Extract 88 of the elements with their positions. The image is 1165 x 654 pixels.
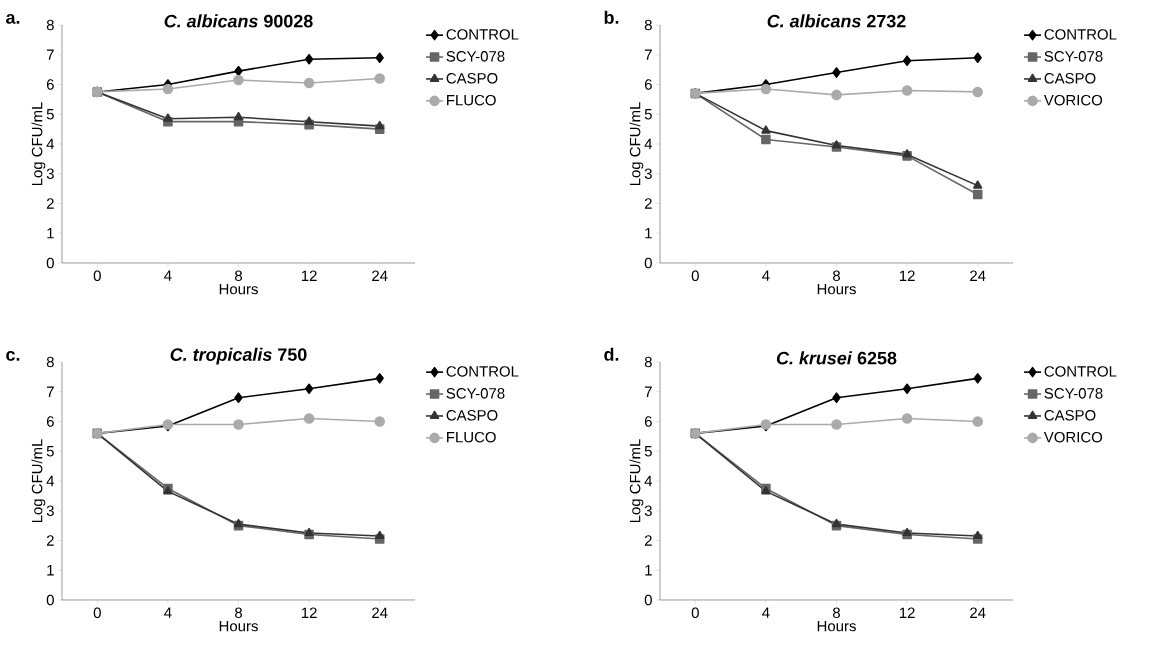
legend-label: SCY-078 [1044, 51, 1103, 62]
y-tick-label: 5 [644, 446, 652, 457]
chart-title: C. albicans 2732 [767, 14, 906, 28]
y-tick-label: 6 [46, 416, 54, 427]
y-tick-label: 0 [644, 594, 652, 606]
x-tick-label: 12 [301, 607, 317, 618]
text: d. [604, 347, 619, 361]
legend-label: CONTROL [446, 29, 519, 40]
chart-title: C. krusei 6258 [776, 351, 897, 365]
y-tick-label: 3 [644, 168, 652, 180]
legend-label: CASPO [1044, 72, 1096, 84]
legend-label: CASPO [446, 409, 498, 421]
x-axis-title: Hours [219, 620, 258, 632]
y-tick-label: 4 [46, 138, 55, 150]
text: a. [6, 14, 20, 24]
x-axis-title: Hours [219, 283, 258, 295]
y-tick-label: 8 [644, 19, 652, 31]
legend-label: SCY-078 [446, 51, 505, 62]
x-tick-label: 4 [164, 607, 172, 618]
y-axis-title: Log CFU/mL [629, 439, 644, 523]
y-tick-label: 8 [46, 19, 54, 31]
x-tick-label: 24 [970, 607, 986, 618]
y-tick-label: 0 [46, 594, 54, 606]
x-tick-label: 4 [762, 607, 770, 618]
y-tick-label: 8 [644, 356, 652, 368]
x-tick-label: 0 [691, 270, 699, 282]
x-tick-label: 12 [301, 270, 317, 281]
legend-label: SCY-078 [1044, 388, 1103, 399]
legend-label: CONTROL [1044, 366, 1117, 377]
x-tick-label: 8 [235, 270, 243, 282]
y-tick-label: 5 [644, 109, 652, 120]
legend-label: CONTROL [446, 366, 519, 377]
y-tick-label: 1 [47, 565, 54, 576]
legend-label: CASPO [1044, 409, 1096, 421]
x-tick-label: 8 [833, 270, 841, 282]
y-tick-label: 7 [644, 49, 652, 60]
y-tick-label: 0 [46, 257, 54, 269]
legend-label: CASPO [446, 72, 498, 84]
chart-title: C. tropicalis 750 [170, 347, 307, 365]
y-tick-label: 6 [46, 79, 54, 90]
y-tick-label: 1 [47, 228, 54, 239]
x-axis-title: Hours [817, 620, 856, 632]
legend-label: SCY-078 [446, 388, 505, 399]
y-tick-label: 0 [644, 257, 652, 269]
y-tick-label: 4 [644, 475, 653, 487]
x-tick-label: 12 [899, 270, 915, 281]
legend-label: FLUCO [447, 431, 496, 443]
x-tick-label: 0 [93, 607, 101, 619]
y-tick-label: 2 [644, 198, 652, 209]
y-tick-label: 7 [46, 49, 54, 60]
x-tick-label: 4 [164, 270, 172, 281]
x-tick-label: 24 [372, 270, 388, 281]
y-tick-label: 3 [644, 505, 652, 517]
x-tick-label: 24 [372, 607, 388, 618]
y-tick-label: 8 [46, 356, 54, 368]
x-tick-label: 8 [235, 607, 243, 619]
legend-label: VORICO [1043, 431, 1103, 443]
y-tick-label: 1 [645, 565, 652, 576]
y-tick-label: 5 [46, 446, 54, 457]
y-tick-label: 2 [46, 535, 54, 546]
x-axis-title: Hours [817, 283, 856, 295]
x-tick-label: 12 [899, 607, 915, 618]
y-tick-label: 1 [645, 228, 652, 239]
y-tick-label: 7 [46, 386, 54, 397]
x-tick-label: 0 [93, 270, 101, 282]
y-tick-label: 2 [46, 198, 54, 209]
x-tick-label: 8 [833, 607, 841, 619]
y-tick-label: 6 [644, 416, 652, 427]
y-axis-title: Log CFU/mL [629, 102, 644, 186]
y-tick-label: 3 [46, 168, 54, 180]
y-tick-label: 7 [644, 386, 652, 397]
y-tick-label: 3 [46, 505, 54, 517]
legend-label: VORICO [1043, 94, 1103, 106]
y-axis-title: Log CFU/mL [31, 439, 46, 523]
y-tick-label: 4 [644, 138, 653, 150]
chart-title: C. albicans 90028 [164, 14, 313, 28]
x-tick-label: 4 [762, 270, 770, 281]
text: b. [604, 10, 619, 24]
text: c. [6, 351, 20, 361]
y-tick-label: 6 [644, 79, 652, 90]
x-tick-label: 0 [691, 607, 699, 619]
y-tick-label: 2 [644, 535, 652, 546]
x-tick-label: 24 [970, 270, 986, 281]
legend-label: FLUCO [447, 94, 496, 106]
legend-label: CONTROL [1044, 29, 1117, 40]
y-tick-label: 5 [46, 109, 54, 120]
y-tick-label: 4 [46, 475, 55, 487]
y-axis-title: Log CFU/mL [31, 102, 46, 186]
